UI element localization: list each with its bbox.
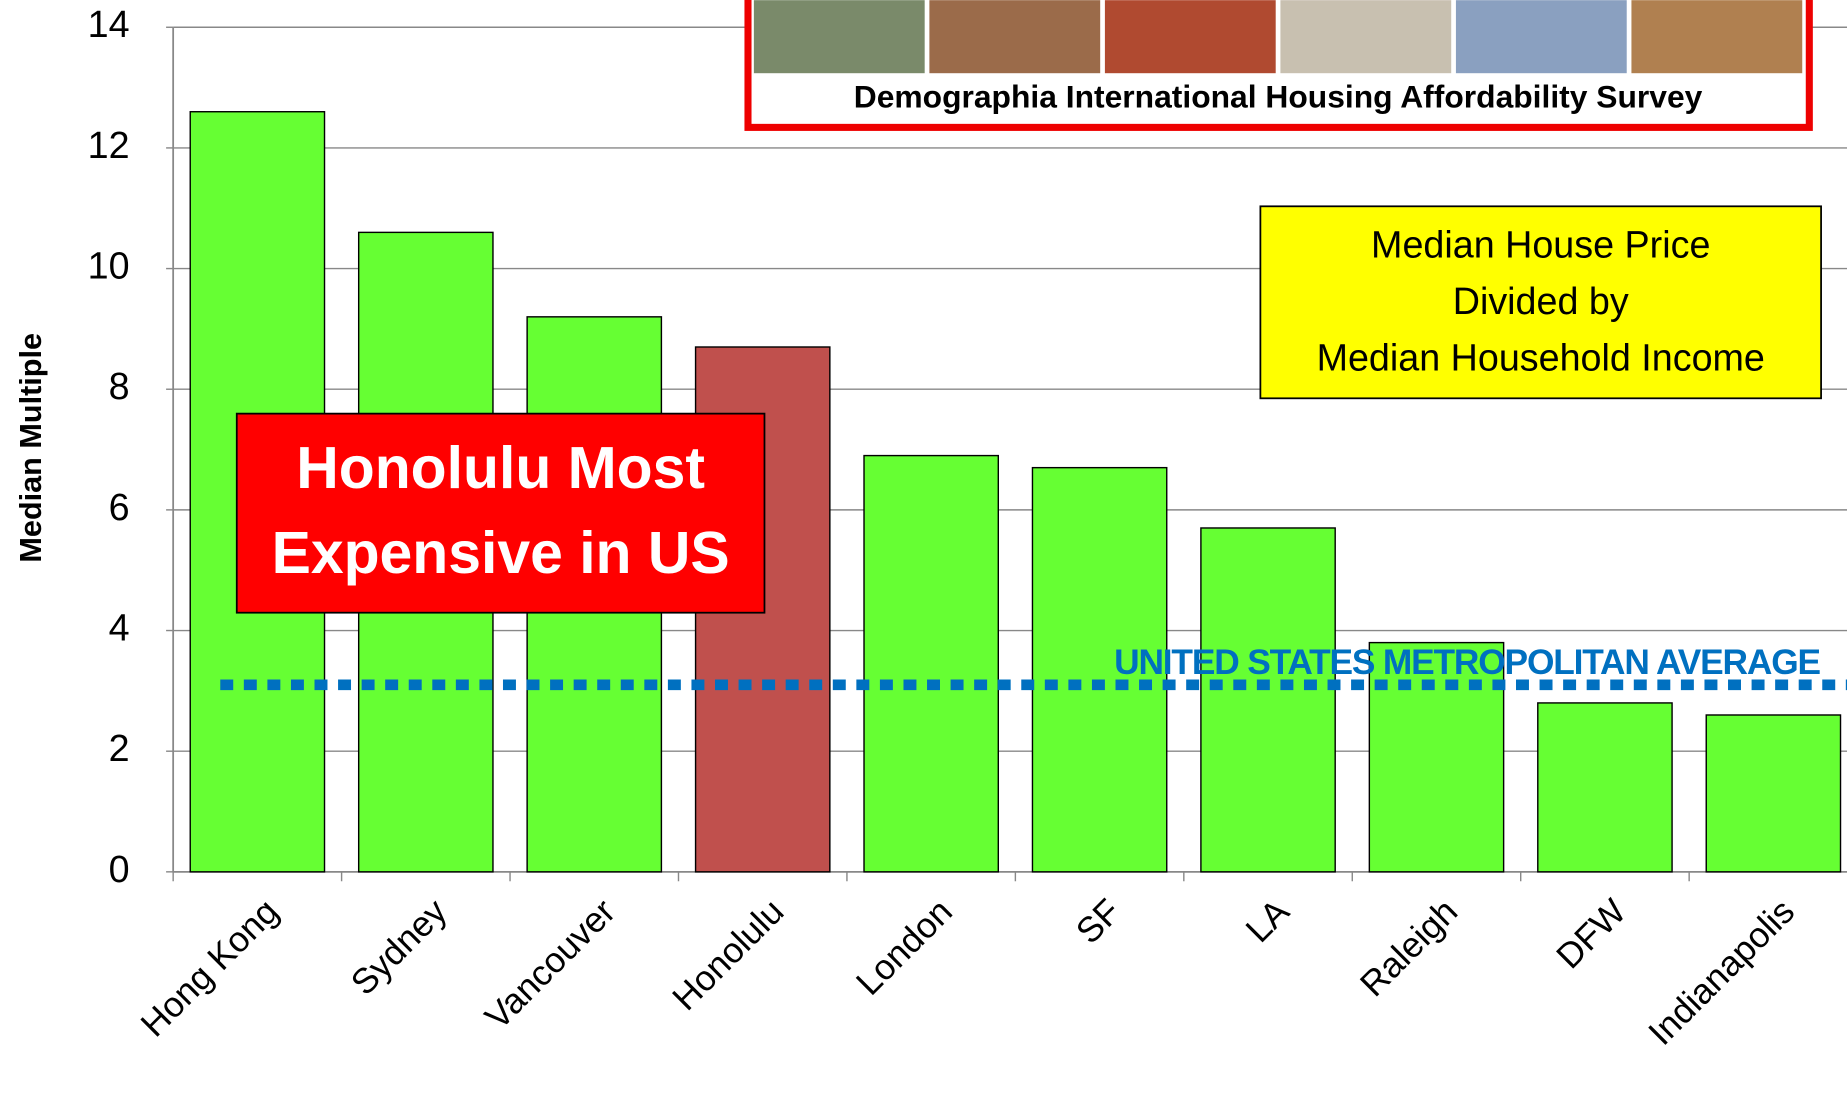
x-tick-label: Sydney bbox=[344, 892, 455, 1003]
x-tick-label: DFW bbox=[1549, 891, 1634, 976]
y-axis-label: Median Multiple bbox=[14, 333, 48, 563]
banner-photo bbox=[1631, 0, 1803, 74]
definition-text: Median Household Income bbox=[1317, 337, 1765, 379]
y-tick-label: 8 bbox=[109, 365, 130, 407]
x-tick-label: Vancouver bbox=[478, 892, 623, 1037]
bar bbox=[1200, 527, 1336, 873]
x-tick-label: Honolulu bbox=[665, 892, 791, 1018]
callout-text: Honolulu Most bbox=[296, 436, 705, 501]
y-tick-label: 0 bbox=[109, 848, 130, 890]
bar bbox=[1537, 702, 1673, 873]
bar bbox=[863, 454, 1000, 873]
banner-photo bbox=[929, 0, 1101, 74]
callout-box bbox=[235, 412, 766, 614]
bar bbox=[1031, 466, 1168, 873]
bar bbox=[1705, 714, 1842, 873]
definition-box bbox=[1259, 205, 1822, 400]
banner-photo bbox=[753, 0, 925, 74]
definition-text: Divided by bbox=[1453, 280, 1629, 322]
x-tick-label: Hong Kong bbox=[134, 892, 287, 1045]
y-tick-label: 14 bbox=[88, 3, 130, 45]
bar bbox=[1368, 641, 1505, 873]
banner-photo bbox=[1455, 0, 1627, 74]
x-tick-label: LA bbox=[1239, 892, 1297, 950]
x-tick-label: London bbox=[849, 892, 960, 1003]
banner-text: Demographia International Housing Afford… bbox=[854, 79, 1703, 115]
callout-text: Expensive in US bbox=[272, 521, 730, 586]
definition-text: Median House Price bbox=[1371, 223, 1710, 265]
x-tick-label: Raleigh bbox=[1353, 892, 1465, 1004]
banner-photo bbox=[1280, 0, 1452, 74]
x-tick-label: SF bbox=[1069, 892, 1129, 952]
y-tick-label: 6 bbox=[109, 486, 130, 528]
average-label: UNITED STATES METROPOLITAN AVERAGE bbox=[1114, 643, 1820, 682]
y-tick-label: 4 bbox=[109, 606, 130, 648]
y-tick-label: 2 bbox=[109, 727, 130, 769]
y-tick-label: 10 bbox=[88, 245, 130, 287]
y-tick-label: 12 bbox=[88, 124, 130, 166]
x-tick-label: Indianapolis bbox=[1641, 892, 1802, 1053]
banner-photo bbox=[1104, 0, 1276, 74]
